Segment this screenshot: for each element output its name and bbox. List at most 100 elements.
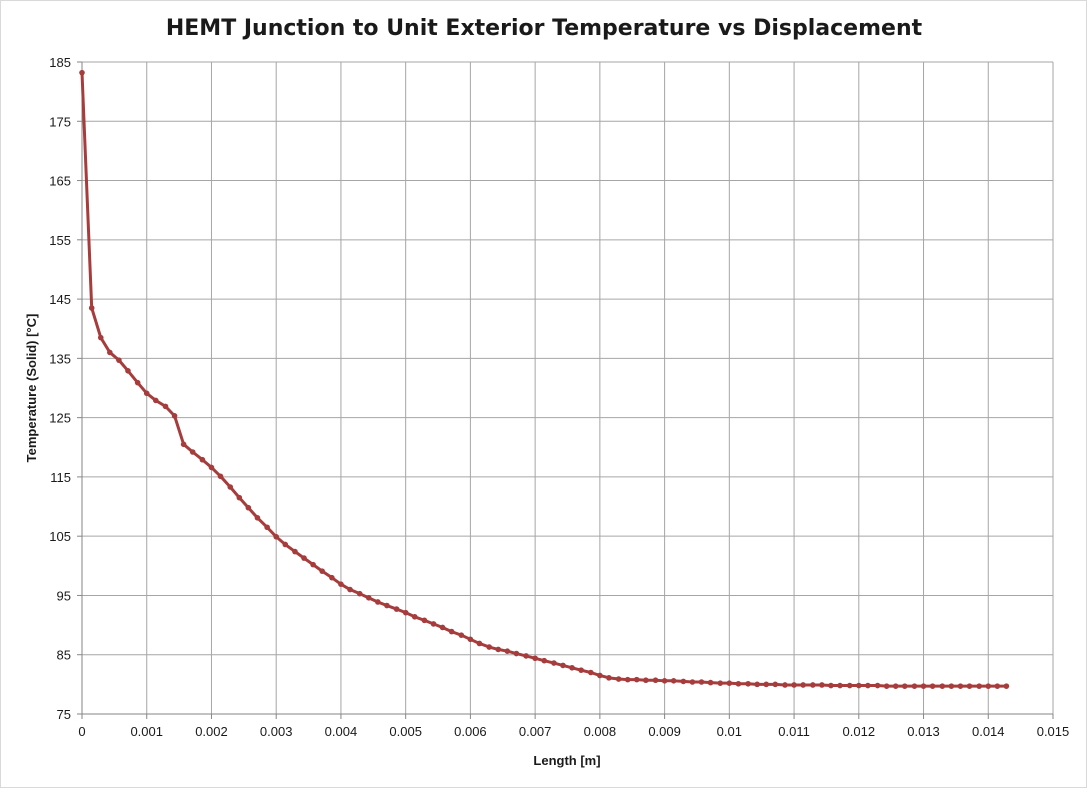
data-point bbox=[338, 581, 344, 587]
x-tick-label: 0.01 bbox=[717, 724, 742, 739]
data-point bbox=[107, 349, 113, 356]
data-point bbox=[439, 624, 446, 631]
data-point bbox=[264, 524, 270, 531]
data-point bbox=[365, 595, 372, 601]
y-tick-label: 185 bbox=[49, 55, 71, 70]
data-point bbox=[717, 680, 724, 686]
data-point bbox=[476, 640, 483, 647]
data-point bbox=[828, 682, 834, 689]
data-point bbox=[504, 648, 511, 654]
x-tick-label: 0.002 bbox=[195, 724, 228, 739]
data-point bbox=[901, 683, 908, 689]
data-point bbox=[939, 683, 946, 689]
data-point bbox=[578, 667, 584, 673]
data-point bbox=[319, 568, 325, 574]
data-point bbox=[772, 681, 779, 688]
data-point bbox=[791, 682, 797, 688]
data-point bbox=[329, 574, 335, 581]
x-tick-label: 0.012 bbox=[843, 724, 876, 739]
data-point bbox=[1003, 683, 1010, 689]
data-point bbox=[698, 679, 705, 685]
data-point bbox=[782, 682, 788, 688]
data-point bbox=[810, 682, 816, 688]
series-line bbox=[80, 72, 1007, 688]
data-point bbox=[467, 636, 474, 643]
data-point bbox=[236, 494, 243, 501]
y-tick-label: 125 bbox=[49, 411, 71, 426]
grid-layer bbox=[81, 61, 1054, 715]
y-tick-label: 145 bbox=[49, 292, 71, 307]
data-point bbox=[874, 682, 881, 689]
data-point bbox=[892, 683, 899, 689]
data-point bbox=[606, 675, 612, 681]
data-point bbox=[560, 662, 566, 669]
data-point bbox=[486, 644, 492, 650]
data-point bbox=[375, 599, 381, 605]
data-point bbox=[735, 680, 742, 687]
data-point bbox=[88, 305, 95, 311]
data-point bbox=[143, 390, 150, 397]
data-point bbox=[800, 682, 806, 688]
x-tick-label: 0.007 bbox=[519, 724, 552, 739]
data-point bbox=[125, 368, 131, 374]
y-axis-label: Temperature (Solid) [°C] bbox=[24, 314, 39, 463]
data-point bbox=[819, 682, 825, 688]
data-point bbox=[402, 609, 409, 616]
data-point bbox=[217, 473, 224, 480]
data-point bbox=[837, 682, 843, 689]
data-point bbox=[301, 555, 307, 561]
data-point bbox=[208, 464, 215, 471]
data-point bbox=[153, 397, 159, 404]
data-point bbox=[846, 682, 853, 689]
data-point bbox=[254, 515, 261, 521]
data-point bbox=[707, 679, 714, 686]
x-tick-label: 0.015 bbox=[1037, 724, 1070, 739]
data-point bbox=[199, 456, 206, 463]
data-point bbox=[948, 683, 955, 689]
data-point bbox=[523, 653, 529, 659]
y-tick-label: 175 bbox=[49, 114, 71, 129]
data-point bbox=[680, 678, 687, 685]
data-point bbox=[393, 606, 400, 612]
data-point bbox=[448, 628, 455, 635]
data-point bbox=[282, 541, 289, 548]
data-point bbox=[116, 357, 122, 363]
data-point bbox=[745, 680, 751, 687]
y-tick-label: 165 bbox=[49, 174, 71, 189]
data-point bbox=[541, 657, 547, 664]
data-point bbox=[643, 677, 649, 684]
data-point bbox=[754, 681, 760, 688]
x-tick-label: 0.011 bbox=[778, 724, 810, 739]
x-tick-label: 0 bbox=[78, 724, 85, 739]
data-point bbox=[458, 632, 465, 638]
data-point bbox=[356, 590, 363, 597]
data-point bbox=[865, 682, 871, 689]
data-point bbox=[994, 683, 1001, 689]
y-tick-label: 135 bbox=[49, 351, 71, 366]
data-point bbox=[384, 602, 390, 609]
data-point bbox=[883, 683, 890, 689]
data-point bbox=[652, 677, 659, 684]
x-tick-label: 0.001 bbox=[130, 724, 163, 739]
data-point bbox=[957, 683, 964, 689]
chart-title: HEMT Junction to Unit Exterior Temperatu… bbox=[166, 16, 923, 41]
data-point bbox=[588, 669, 594, 676]
data-point bbox=[134, 379, 141, 386]
data-point bbox=[310, 561, 316, 568]
y-tick-label: 75 bbox=[57, 707, 71, 722]
axis-layer bbox=[77, 61, 1054, 719]
data-point bbox=[292, 548, 298, 555]
data-point bbox=[97, 334, 104, 341]
x-tick-label: 0.004 bbox=[325, 724, 358, 739]
data-point bbox=[513, 650, 520, 657]
series-layer bbox=[79, 69, 1010, 689]
data-point bbox=[227, 484, 234, 490]
data-point bbox=[569, 664, 575, 671]
data-point bbox=[495, 646, 502, 653]
data-point bbox=[985, 683, 992, 689]
x-tick-label: 0.013 bbox=[907, 724, 940, 739]
data-point bbox=[689, 679, 696, 685]
data-point bbox=[347, 586, 353, 593]
